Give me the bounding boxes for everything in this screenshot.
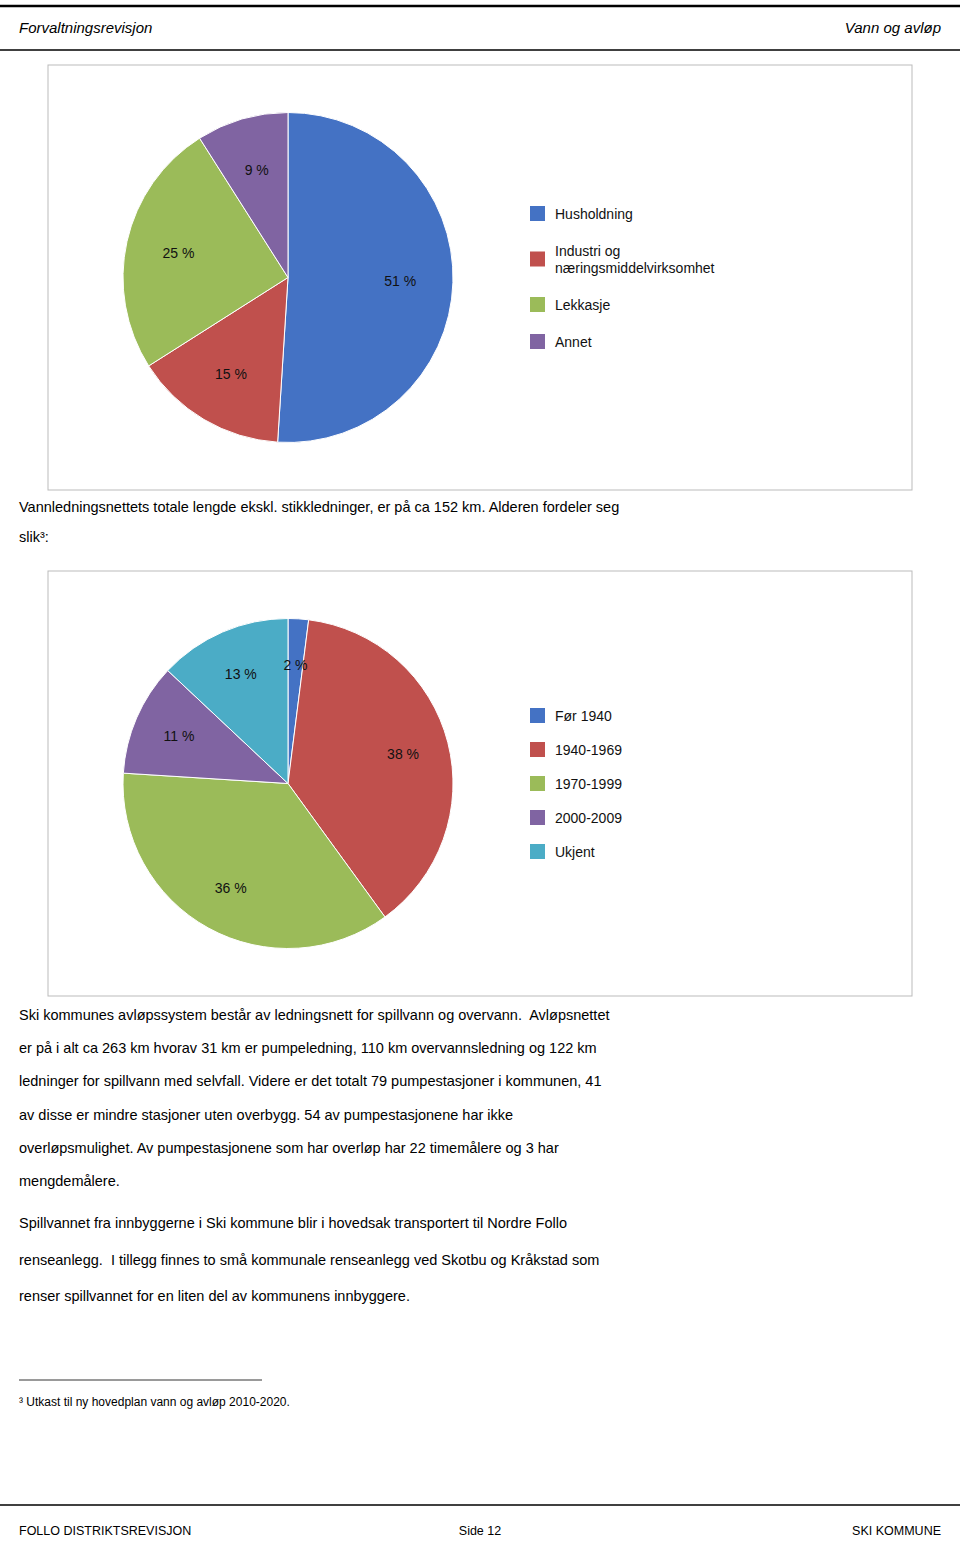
- legend: Før 1940 1940-1969 1970-1999 2000-2009 Ukjen…: [530, 708, 622, 860]
- page: Forvaltningsrevisjon Vann og avløp 51 % 15 …: [0, 0, 960, 1557]
- paragraph-line: av disse er mindre stasjoner uten overby…: [19, 1107, 513, 1123]
- pie-chart: 51 % 15 % 25 % 9 % Husholdning Industri ognær…: [48, 65, 912, 490]
- paragraph-line: Ski kommunes avløpssystem består av ledn…: [19, 1007, 610, 1023]
- pie-slices: [123, 113, 453, 443]
- legend-swatch: [530, 206, 545, 221]
- chart-frame: [48, 65, 912, 490]
- footnote: ³ Utkast til ny hovedplan vann og avløp …: [19, 1380, 290, 1409]
- text-line: næringsmiddelvirksomhet: [555, 260, 715, 276]
- data-label: 11 %: [164, 728, 195, 744]
- chart-frame: [48, 571, 912, 996]
- legend-swatch: [530, 297, 545, 312]
- background: [0, 0, 960, 1557]
- header-left: Forvaltningsrevisjon: [19, 19, 152, 36]
- pie-slices: [123, 619, 453, 949]
- legend-swatch: [530, 776, 545, 791]
- header-rule: [0, 5, 960, 8]
- body-text: Spillvannet fra innbyggerne i Ski kommun…: [19, 1215, 599, 1304]
- legend: Husholdning Industri ognæringsmiddelvirks…: [530, 206, 715, 350]
- data-label: 15 %: [215, 366, 247, 382]
- data-label: 36 %: [215, 880, 247, 896]
- legend-entry: Før 1940: [555, 708, 612, 724]
- body-text: Ski kommunes avløpssystem består av ledn…: [19, 1007, 610, 1189]
- pie-slice: [123, 773, 385, 948]
- text-between: Vannledningsnettets totale lengde ekskl.…: [19, 499, 619, 545]
- footer-text: FOLLO DISTRIKTSREVISJON: [19, 1524, 191, 1538]
- footer-text: SKI KOMMUNE: [852, 1524, 941, 1538]
- footer: FOLLO DISTRIKTSREVISJON Side 12 SKI KOMMUN…: [0, 1505, 960, 1538]
- footer-rule: [0, 1504, 960, 1506]
- data-labels: 51 % 15 % 25 % 9 %: [163, 162, 417, 382]
- footnote-text: ³ Utkast til ny hovedplan vann og avløp …: [19, 1395, 290, 1409]
- legend-entry: Industri ognæringsmiddelvirksomhet: [555, 243, 715, 276]
- pie-slice: [278, 113, 453, 443]
- legend-swatch: [530, 742, 545, 757]
- legend-entry: 2000-2009: [555, 810, 622, 826]
- data-label: 13 %: [225, 666, 257, 682]
- pie-chart: 2 % 38 % 36 % 11 % 13 % Før 1940 1940-1969 1970…: [48, 571, 912, 996]
- footnote-rule: [19, 1380, 262, 1381]
- pie-slice: [123, 138, 288, 366]
- paragraph-line: ledninger for spillvann med selvfall. Vi…: [19, 1073, 601, 1089]
- legend-swatch: [530, 252, 545, 267]
- pie-slice: [168, 619, 288, 784]
- legend-entry: Ukjent: [555, 844, 595, 860]
- legend-entry: Husholdning: [555, 206, 633, 222]
- paragraph-line: er på i alt ca 263 km hvorav 31 km er pu…: [19, 1040, 597, 1056]
- legend-entry: 1940-1969: [555, 742, 622, 758]
- data-labels: 2 % 38 % 36 % 11 % 13 %: [164, 657, 419, 896]
- header-right: Vann og avløp: [845, 19, 941, 36]
- legend-swatch: [530, 708, 545, 723]
- data-label: 2 %: [283, 657, 307, 673]
- paragraph-line: Vannledningsnettets totale lengde ekskl.…: [19, 499, 619, 515]
- paragraph-line: overløpsmulighet. Av pumpestasjonene som…: [19, 1140, 559, 1156]
- data-label: 51 %: [384, 273, 416, 289]
- data-label: 38 %: [387, 746, 419, 762]
- pie-slice: [200, 113, 288, 278]
- paragraph-line: Spillvannet fra innbyggerne i Ski kommun…: [19, 1215, 567, 1231]
- paragraph-line: renseanlegg. I tillegg finnes to små kom…: [19, 1252, 599, 1268]
- data-label: 25 %: [163, 245, 195, 261]
- header: Forvaltningsrevisjon Vann og avløp: [0, 6, 960, 50]
- legend-swatch: [530, 810, 545, 825]
- data-label: 9 %: [245, 162, 269, 178]
- legend-entry: Annet: [555, 334, 592, 350]
- footer-text: Side 12: [459, 1524, 501, 1538]
- text-line: Industri og: [555, 243, 620, 259]
- paragraph-line: mengdemålere.: [19, 1173, 120, 1189]
- legend-entry: Lekkasje: [555, 297, 610, 313]
- paragraph-line: renser spillvannet for en liten del av k…: [19, 1288, 410, 1304]
- legend-entry: 1970-1999: [555, 776, 622, 792]
- header-rule: [0, 49, 960, 51]
- legend-swatch: [530, 334, 545, 349]
- paragraph-line: slik³:: [19, 529, 49, 545]
- legend-swatch: [530, 844, 545, 859]
